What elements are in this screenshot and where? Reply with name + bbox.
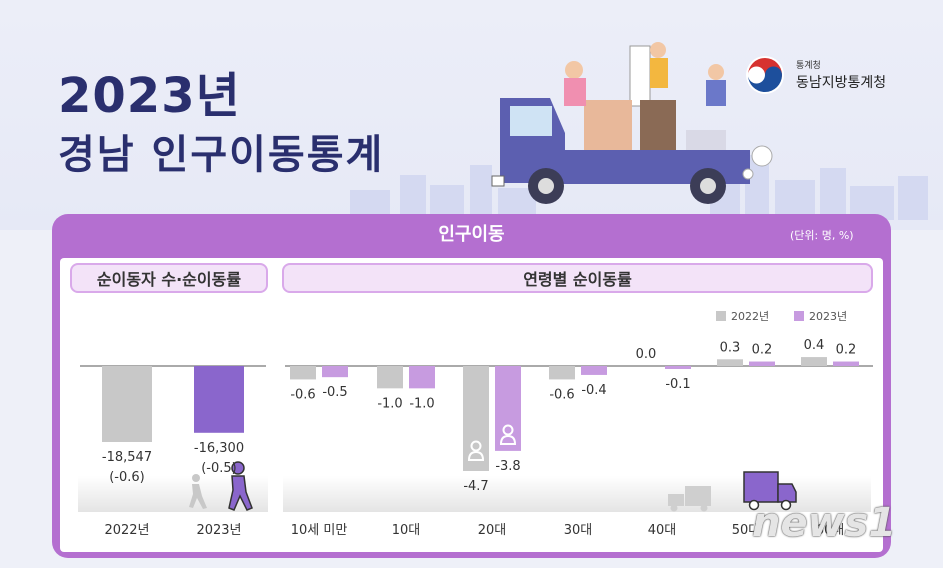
unit-label: (단위: 명, %): [790, 229, 854, 242]
net-migration-heading: 순이동자 수·순이동률: [70, 263, 268, 293]
age-rate-value-label: -1.0: [377, 396, 402, 411]
age-rate-value-label: -0.4: [581, 383, 606, 398]
person-icon: [499, 434, 517, 445]
age-rate-bar-2023: [833, 361, 859, 366]
age-rate-bar-2023: [495, 366, 521, 451]
age-rate-bar-2022: [290, 366, 316, 380]
walking-person-icon: [189, 474, 207, 509]
net-migration-bar: [194, 366, 244, 433]
page-title-year: 2023년: [58, 68, 241, 124]
net-migration-rate-label: (-0.5): [201, 461, 237, 476]
age-rate-bar-2023: [409, 366, 435, 389]
age-rate-value-label: -0.6: [549, 387, 574, 402]
purple-truck-icon: [743, 471, 797, 511]
age-rate-value-label: -1.0: [409, 396, 434, 411]
gray-truck-icon: [668, 486, 711, 512]
government-logo-icon: [746, 56, 784, 94]
age-category-label: 50대: [732, 523, 761, 538]
age-rate-value-label: 0.2: [752, 343, 773, 358]
legend-swatch-2023: [794, 311, 804, 321]
moving-truck-illustration: [491, 42, 773, 204]
age-rate-bar-2023: [665, 366, 691, 369]
age-rate-value-label: 0.3: [720, 340, 741, 355]
walking-person-purple-icon: [228, 461, 253, 511]
age-category-label: 10대: [392, 523, 421, 538]
age-rate-value-label: -0.5: [322, 385, 347, 400]
net-migration-rate-label: (-0.6): [109, 470, 145, 485]
org-parent-label: 통계청: [796, 61, 821, 71]
age-rate-bar-2022: [801, 357, 827, 366]
legend-label-2022: 2022년: [731, 310, 769, 323]
org-name: 동남지방통계청: [796, 75, 887, 91]
age-category-label: 20대: [478, 523, 507, 538]
age-category-label: 60대: [816, 523, 845, 538]
legend-swatch-2022: [716, 311, 726, 321]
net-migration-category-label: 2023년: [196, 523, 241, 538]
city-skyline-decoration: [350, 155, 928, 220]
age-category-label: 40대: [648, 523, 677, 538]
net-migration-bar: [102, 366, 152, 442]
panel-title: 인구이동: [438, 224, 505, 245]
net-migration-value-label: -16,300: [194, 441, 244, 456]
age-rate-bar-2023: [749, 361, 775, 366]
net-migration-value-label: -18,547: [102, 450, 152, 465]
person-icon: [470, 440, 482, 452]
age-rate-value-label: -0.6: [290, 387, 315, 402]
age-rate-bar-2023: [581, 366, 607, 375]
age-rate-bar-2022: [377, 366, 403, 389]
age-category-label: 30대: [564, 523, 593, 538]
age-rate-bar-2022: [463, 366, 489, 471]
organization-badge: 통계청 동남지방통계청: [744, 52, 914, 104]
news1-watermark: news1: [752, 500, 897, 546]
age-rate-value-label: 0.2: [836, 343, 857, 358]
age-rate-value-label: 0.4: [804, 338, 825, 353]
age-rate-value-label: -3.8: [495, 459, 520, 474]
net-migration-category-label: 2022년: [104, 523, 149, 538]
age-rate-bar-2023: [322, 366, 348, 378]
age-migration-heading: 연령별 순이동률: [282, 263, 873, 293]
age-rate-bar-2022: [549, 366, 575, 380]
person-icon: [502, 424, 514, 436]
legend-label-2023: 2023년: [809, 310, 847, 323]
age-rate-bar-2022: [717, 359, 743, 366]
page-title: 경남 인구이동통계: [58, 132, 385, 178]
age-rate-value-label: -4.7: [463, 479, 488, 494]
age-rate-value-label: 0.0: [636, 347, 657, 362]
person-icon: [467, 450, 485, 461]
age-rate-value-label: -0.1: [665, 377, 690, 392]
legend: 2022년 2023년: [716, 310, 847, 323]
age-category-label: 10세 미만: [291, 523, 348, 538]
